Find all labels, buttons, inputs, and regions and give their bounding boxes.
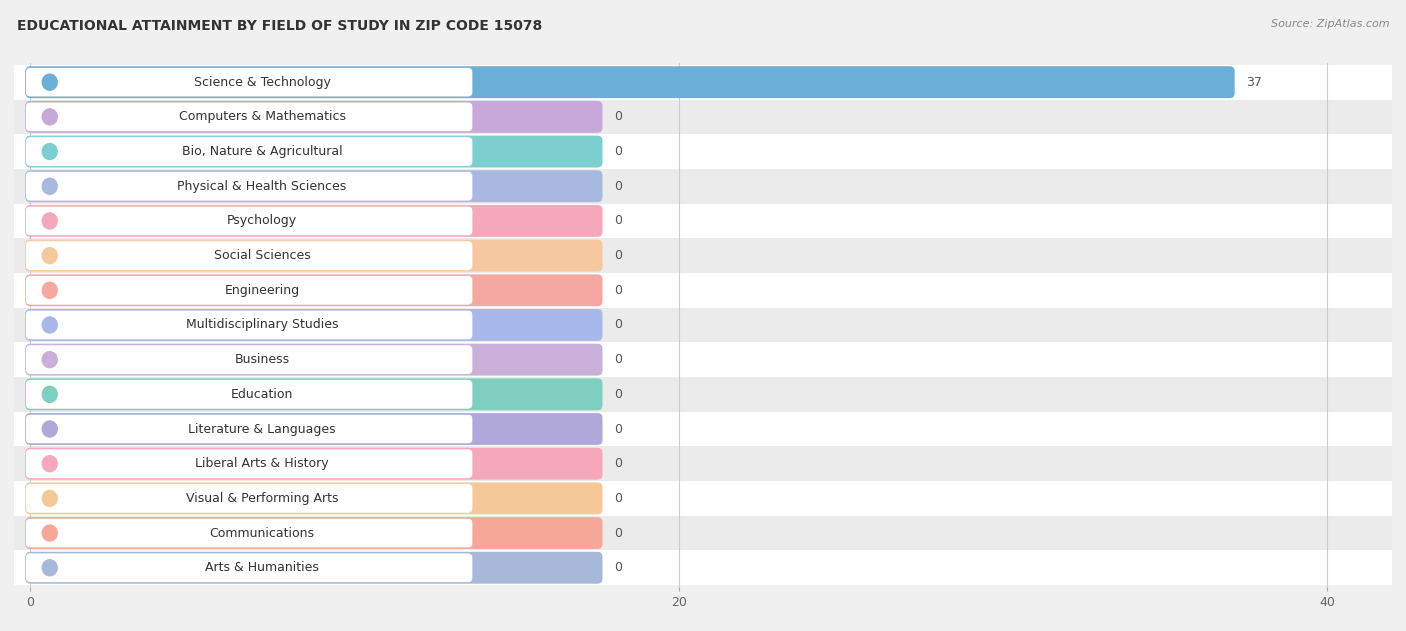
Text: Liberal Arts & History: Liberal Arts & History xyxy=(195,457,329,470)
Circle shape xyxy=(42,386,58,403)
Circle shape xyxy=(42,456,58,472)
Text: 0: 0 xyxy=(614,110,621,123)
Text: Physical & Health Sciences: Physical & Health Sciences xyxy=(177,180,347,192)
Circle shape xyxy=(42,282,58,298)
Text: Literature & Languages: Literature & Languages xyxy=(188,423,336,435)
Text: Communications: Communications xyxy=(209,527,315,540)
Circle shape xyxy=(42,74,58,90)
Text: 0: 0 xyxy=(614,423,621,435)
FancyBboxPatch shape xyxy=(25,102,472,132)
Bar xyxy=(0,273,1406,308)
Circle shape xyxy=(42,109,58,125)
Text: Bio, Nature & Agricultural: Bio, Nature & Agricultural xyxy=(181,145,343,158)
Bar xyxy=(0,100,1406,134)
Circle shape xyxy=(42,247,58,264)
Text: Multidisciplinary Studies: Multidisciplinary Studies xyxy=(186,319,339,331)
Circle shape xyxy=(42,143,58,160)
Bar xyxy=(0,446,1406,481)
Text: Engineering: Engineering xyxy=(225,284,299,297)
Text: 0: 0 xyxy=(614,215,621,227)
FancyBboxPatch shape xyxy=(25,551,603,584)
FancyBboxPatch shape xyxy=(25,344,603,375)
FancyBboxPatch shape xyxy=(25,137,472,167)
Text: 0: 0 xyxy=(614,457,621,470)
FancyBboxPatch shape xyxy=(25,518,472,548)
Text: 0: 0 xyxy=(614,180,621,192)
FancyBboxPatch shape xyxy=(25,309,603,341)
FancyBboxPatch shape xyxy=(25,483,472,513)
Bar xyxy=(0,377,1406,411)
Bar xyxy=(0,411,1406,446)
FancyBboxPatch shape xyxy=(25,172,472,201)
FancyBboxPatch shape xyxy=(25,274,603,306)
FancyBboxPatch shape xyxy=(25,68,472,97)
FancyBboxPatch shape xyxy=(25,276,472,305)
Text: 0: 0 xyxy=(614,353,621,366)
Text: 0: 0 xyxy=(614,284,621,297)
Text: Visual & Performing Arts: Visual & Performing Arts xyxy=(186,492,339,505)
FancyBboxPatch shape xyxy=(25,413,603,445)
Text: 0: 0 xyxy=(614,388,621,401)
Circle shape xyxy=(42,490,58,507)
Bar xyxy=(0,550,1406,585)
Bar xyxy=(0,481,1406,516)
FancyBboxPatch shape xyxy=(25,449,472,478)
Circle shape xyxy=(42,178,58,194)
Text: 0: 0 xyxy=(614,249,621,262)
FancyBboxPatch shape xyxy=(25,415,472,444)
FancyBboxPatch shape xyxy=(25,380,472,409)
Circle shape xyxy=(42,317,58,333)
FancyBboxPatch shape xyxy=(25,517,603,549)
FancyBboxPatch shape xyxy=(25,483,603,514)
Bar xyxy=(0,308,1406,342)
Text: EDUCATIONAL ATTAINMENT BY FIELD OF STUDY IN ZIP CODE 15078: EDUCATIONAL ATTAINMENT BY FIELD OF STUDY… xyxy=(17,19,543,33)
Text: Education: Education xyxy=(231,388,294,401)
FancyBboxPatch shape xyxy=(25,206,472,235)
Text: 37: 37 xyxy=(1246,76,1263,89)
Text: Psychology: Psychology xyxy=(226,215,297,227)
Text: Social Sciences: Social Sciences xyxy=(214,249,311,262)
Bar xyxy=(0,204,1406,239)
FancyBboxPatch shape xyxy=(25,205,603,237)
Bar xyxy=(0,65,1406,100)
FancyBboxPatch shape xyxy=(25,240,603,271)
FancyBboxPatch shape xyxy=(25,310,472,339)
Circle shape xyxy=(42,213,58,229)
Bar xyxy=(0,169,1406,204)
FancyBboxPatch shape xyxy=(25,136,603,167)
Text: 0: 0 xyxy=(614,527,621,540)
Bar xyxy=(0,516,1406,550)
Text: Business: Business xyxy=(235,353,290,366)
Circle shape xyxy=(42,525,58,541)
FancyBboxPatch shape xyxy=(25,379,603,410)
Bar xyxy=(0,239,1406,273)
FancyBboxPatch shape xyxy=(25,170,603,202)
Circle shape xyxy=(42,351,58,368)
FancyBboxPatch shape xyxy=(25,241,472,270)
FancyBboxPatch shape xyxy=(25,101,603,133)
Text: Science & Technology: Science & Technology xyxy=(194,76,330,89)
Bar xyxy=(0,342,1406,377)
FancyBboxPatch shape xyxy=(25,448,603,480)
Circle shape xyxy=(42,421,58,437)
Circle shape xyxy=(42,560,58,575)
Bar xyxy=(0,134,1406,169)
Text: 0: 0 xyxy=(614,492,621,505)
Text: 0: 0 xyxy=(614,561,621,574)
Text: 0: 0 xyxy=(614,145,621,158)
Text: Source: ZipAtlas.com: Source: ZipAtlas.com xyxy=(1271,19,1389,29)
FancyBboxPatch shape xyxy=(25,66,1234,98)
Text: 0: 0 xyxy=(614,319,621,331)
Text: Computers & Mathematics: Computers & Mathematics xyxy=(179,110,346,123)
FancyBboxPatch shape xyxy=(25,553,472,582)
FancyBboxPatch shape xyxy=(25,345,472,374)
Text: Arts & Humanities: Arts & Humanities xyxy=(205,561,319,574)
